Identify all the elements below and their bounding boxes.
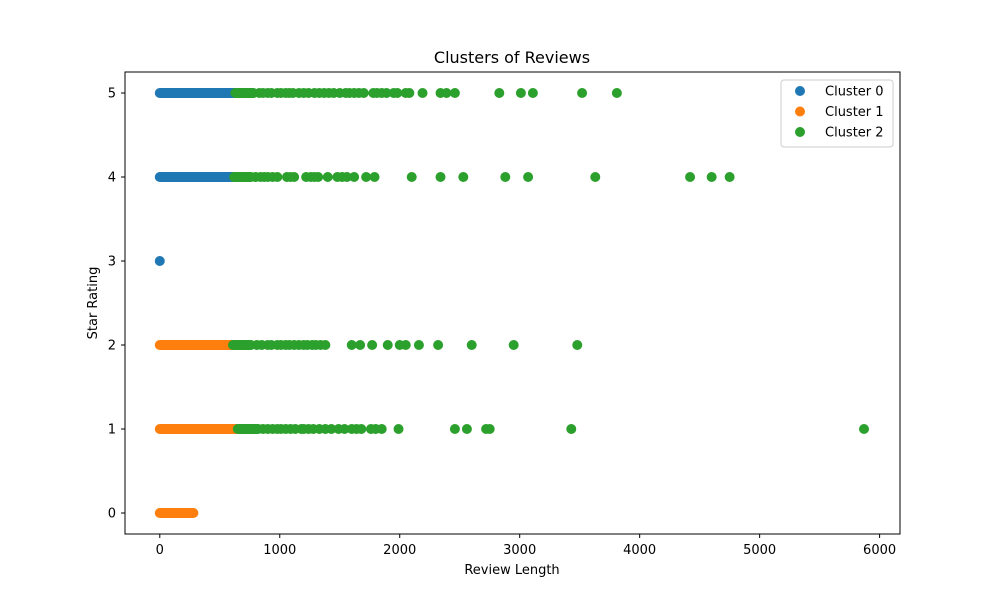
data-point xyxy=(339,424,350,434)
data-point xyxy=(449,424,460,434)
x-tick-label: 6000 xyxy=(863,543,896,558)
data-point xyxy=(320,340,331,350)
y-tick-label: 3 xyxy=(108,255,116,270)
data-point xyxy=(724,172,735,182)
legend-label: Cluster 2 xyxy=(825,126,884,141)
y-tick-label: 4 xyxy=(108,171,116,186)
data-point xyxy=(369,172,380,182)
point-band xyxy=(229,172,256,182)
data-point xyxy=(484,424,495,434)
plot-area xyxy=(154,88,870,518)
data-point xyxy=(367,340,378,350)
data-point xyxy=(441,88,452,98)
data-point xyxy=(346,340,357,350)
data-point xyxy=(326,424,337,434)
data-point xyxy=(577,88,588,98)
data-point xyxy=(515,88,526,98)
data-point xyxy=(413,340,424,350)
data-point xyxy=(566,424,577,434)
y-tick-label: 2 xyxy=(108,339,116,354)
data-point xyxy=(685,172,696,182)
data-point xyxy=(433,340,444,350)
legend: Cluster 0 Cluster 1 Cluster 2 xyxy=(780,79,894,148)
data-point xyxy=(590,172,601,182)
point-band xyxy=(232,424,264,434)
data-point xyxy=(417,88,428,98)
data-point xyxy=(272,172,283,182)
data-point xyxy=(611,88,622,98)
data-point xyxy=(376,424,387,434)
data-point xyxy=(706,172,717,182)
chart-title: Clusters of Reviews xyxy=(434,48,590,67)
y-tick-label: 5 xyxy=(108,87,116,102)
point-band xyxy=(154,172,238,182)
data-point xyxy=(406,172,417,182)
point-band xyxy=(227,340,256,350)
data-point xyxy=(349,172,360,182)
data-point xyxy=(381,88,392,98)
point-band xyxy=(154,424,242,434)
data-point xyxy=(392,88,403,98)
point-band xyxy=(230,88,259,98)
data-point xyxy=(859,424,870,434)
data-point xyxy=(154,256,165,266)
data-point xyxy=(523,172,534,182)
data-point xyxy=(500,172,511,182)
x-tick-label: 5000 xyxy=(743,543,776,558)
legend-label: Cluster 1 xyxy=(825,105,884,120)
data-point xyxy=(461,424,472,434)
series-0 xyxy=(154,88,240,266)
data-point xyxy=(356,424,367,434)
series-2 xyxy=(227,88,870,434)
x-tick-label: 4000 xyxy=(623,543,656,558)
data-point xyxy=(494,88,505,98)
legend-marker xyxy=(795,127,805,137)
x-axis-label: Review Length xyxy=(464,563,559,578)
x-tick-label: 3000 xyxy=(503,543,536,558)
data-point xyxy=(466,340,477,350)
data-point xyxy=(458,172,469,182)
data-point xyxy=(355,340,366,350)
data-point xyxy=(358,88,369,98)
data-point xyxy=(289,172,300,182)
y-axis-label: Star Rating xyxy=(86,267,101,340)
x-tick-label: 1000 xyxy=(263,543,296,558)
point-band xyxy=(154,508,199,518)
data-point xyxy=(400,340,411,350)
data-point xyxy=(382,340,393,350)
data-point xyxy=(435,172,446,182)
x-tick-label: 0 xyxy=(156,543,164,558)
point-band xyxy=(154,340,237,350)
data-point xyxy=(449,88,460,98)
axes-frame xyxy=(124,71,901,535)
x-tick-label: 2000 xyxy=(383,543,416,558)
data-point xyxy=(322,172,333,182)
legend-box xyxy=(780,79,894,148)
y-tick-label: 0 xyxy=(108,507,116,522)
legend-marker xyxy=(795,86,805,96)
y-tick-label: 1 xyxy=(108,423,116,438)
x-axis-ticks: 0 1000 2000 3000 4000 5000 6000 xyxy=(156,534,896,558)
y-axis-ticks: 0 1 2 3 4 5 xyxy=(108,87,125,522)
data-point xyxy=(341,172,352,182)
data-point xyxy=(572,340,583,350)
legend-label: Cluster 0 xyxy=(825,85,884,100)
data-point xyxy=(508,340,519,350)
point-band xyxy=(154,88,240,98)
data-point xyxy=(313,172,324,182)
data-point xyxy=(527,88,538,98)
legend-marker xyxy=(795,106,805,117)
series-1 xyxy=(154,340,242,518)
data-point xyxy=(361,172,372,182)
data-point xyxy=(393,424,404,434)
data-point xyxy=(404,88,415,98)
